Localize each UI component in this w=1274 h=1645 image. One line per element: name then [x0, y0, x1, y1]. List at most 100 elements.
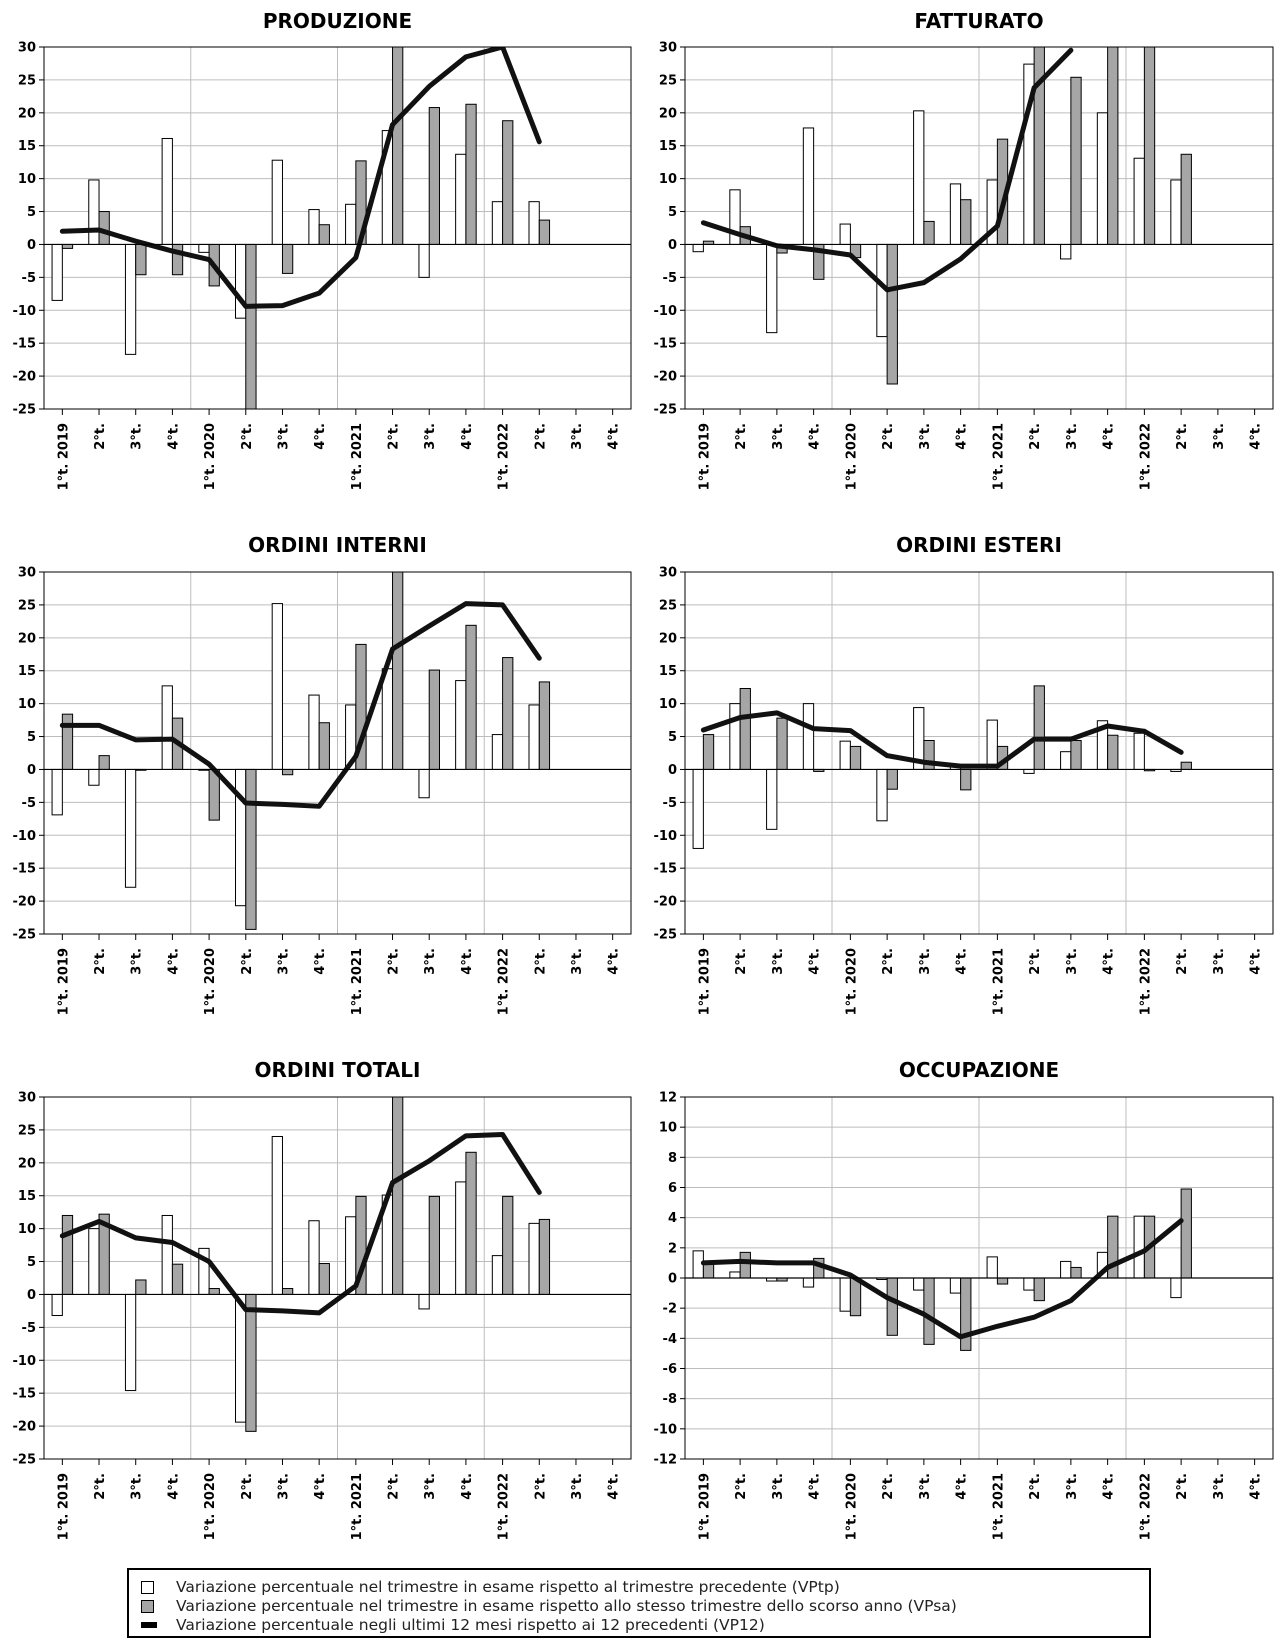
bar-vpsa — [1033, 685, 1045, 770]
y-tick-label: 10 — [659, 697, 677, 712]
x-tick-label: 3°t. — [1212, 948, 1227, 975]
bar-vptp — [455, 1181, 467, 1295]
bar-vpsa — [849, 1277, 862, 1317]
bar-vptp — [1133, 157, 1145, 245]
x-tick-label: 3°t. — [1065, 423, 1080, 450]
bar-vptp — [271, 1135, 283, 1295]
plot-frame — [684, 1096, 1274, 1460]
chart-0: PRODUZIONE 30 25 20 15 10 5 0 -5 -10 -15 -20 -25 1°t.… — [13, 9, 632, 490]
bar-vpsa — [702, 1263, 715, 1279]
x-tick-label: 2°t. — [240, 948, 255, 975]
chart-title: PRODUZIONE — [263, 9, 412, 33]
bar-vpsa — [318, 722, 330, 770]
x-tick-label: 4°t. — [1102, 1473, 1117, 1500]
bar-vpsa — [318, 224, 330, 245]
x-tick-label: 4°t. — [313, 423, 328, 450]
x-tick-label: 1°t. 2022 — [497, 948, 512, 1015]
bar-vpsa — [886, 243, 898, 385]
x-tick-label: 1°t. 2021 — [991, 948, 1006, 1015]
y-tick-label: 4 — [668, 1211, 677, 1226]
legend-swatch-vp12 — [141, 1622, 157, 1628]
bar-vpsa — [428, 1195, 440, 1295]
bar-vptp — [124, 243, 137, 355]
bar-vptp — [51, 243, 63, 301]
x-tick-label: 4°t. — [607, 948, 622, 975]
y-tick-label: 20 — [18, 631, 36, 646]
y-tick-label: 10 — [659, 172, 677, 187]
bar-vpsa — [281, 243, 294, 274]
y-tick-label: -15 — [654, 337, 678, 352]
y-tick-label: 5 — [27, 1255, 36, 1270]
bar-vptp — [124, 1293, 137, 1392]
plot-area — [692, 1188, 1192, 1351]
x-tick-label: 1°t. 2021 — [991, 423, 1006, 490]
legend: Variazione percentuale nel trimestre in … — [127, 1568, 1151, 1638]
x-tick-label: 1°t. 2020 — [203, 948, 218, 1015]
bar-vptp — [802, 1277, 815, 1288]
bar-vpsa — [960, 1277, 972, 1351]
bar-vptp — [491, 734, 504, 770]
bar-vptp — [235, 768, 247, 907]
x-tick-label: 3°t. — [130, 1473, 145, 1500]
bar-vpsa — [61, 1214, 74, 1295]
x-tick-label: 4°t. — [955, 1473, 970, 1500]
bar-vpsa — [739, 687, 751, 770]
bar-vpsa — [538, 1218, 551, 1295]
y-tick-label: 30 — [659, 41, 677, 56]
bar-vptp — [308, 694, 320, 770]
y-tick-label: 30 — [18, 41, 36, 56]
x-tick-label: 2°t. — [93, 948, 108, 975]
bar-vptp — [271, 603, 283, 770]
bar-vpsa — [960, 768, 972, 791]
x-tick-label: 3°t. — [570, 423, 585, 450]
x-tick-label: 1°t. 2019 — [56, 423, 71, 490]
legend-swatch-vpsa — [141, 1599, 154, 1613]
x-tick-label: 4°t. — [808, 423, 823, 450]
bar-vpsa — [502, 657, 514, 770]
bar-vpsa — [1070, 1266, 1082, 1279]
y-tick-label: 0 — [27, 1288, 36, 1303]
x-tick-label: 3°t. — [423, 423, 438, 450]
y-tick-label: 10 — [18, 172, 36, 187]
x-tick-label: 2°t. — [1028, 948, 1043, 975]
chart-title: FATTURATO — [914, 9, 1043, 33]
line-vp12 — [59, 601, 542, 809]
y-tick-label: 15 — [18, 664, 36, 679]
x-tick-label: 2°t. — [387, 423, 402, 450]
y-tick-label: -5 — [22, 1321, 36, 1336]
plot-area — [51, 1097, 551, 1432]
bar-vptp — [1096, 112, 1109, 245]
y-tick-label: -5 — [22, 796, 36, 811]
x-tick-label: 3°t. — [918, 1473, 933, 1500]
x-tick-label: 3°t. — [1212, 423, 1227, 450]
chart-5: OCCUPAZIONE 12 10 8 6 4 2 0 -2 -4 -6 -8 -10 -12 1°t. 2… — [654, 1058, 1274, 1540]
x-tick-label: 4°t. — [808, 948, 823, 975]
x-tick-label: 1°t. 2020 — [203, 1473, 218, 1540]
bar-vptp — [839, 740, 851, 770]
bar-vptp — [729, 1271, 741, 1279]
y-tick-label: -8 — [663, 1392, 677, 1407]
x-tick-label: 1°t. 2021 — [350, 1473, 365, 1540]
bar-vptp — [802, 127, 815, 245]
bar-vptp — [1170, 179, 1182, 245]
bar-vptp — [491, 1255, 504, 1295]
bar-vpsa — [538, 681, 551, 770]
x-tick-label: 1°t. 2021 — [350, 948, 365, 1015]
x-tick-label: 2°t. — [881, 948, 896, 975]
bar-vptp — [913, 110, 925, 245]
y-tick-label: -15 — [654, 862, 678, 877]
y-tick-label: -25 — [654, 403, 678, 418]
x-tick-label: 3°t. — [1065, 948, 1080, 975]
legend-label-vptp: Variazione percentuale nel trimestre in … — [176, 1578, 840, 1596]
y-tick-label: 25 — [18, 1123, 36, 1138]
y-tick-label: -5 — [663, 796, 677, 811]
x-tick-label: 3°t. — [130, 948, 145, 975]
x-tick-label: 2°t. — [387, 948, 402, 975]
bar-vptp — [161, 1214, 173, 1295]
bar-vptp — [308, 209, 320, 245]
x-tick-label: 3°t. — [423, 1473, 438, 1500]
x-tick-label: 2°t. — [734, 1473, 749, 1500]
x-tick-label: 3°t. — [570, 948, 585, 975]
x-tick-label: 3°t. — [771, 948, 786, 975]
chart-3: ORDINI ESTERI 30 25 20 15 10 5 0 -5 -10 -15 -20 -25 1… — [654, 533, 1274, 1015]
